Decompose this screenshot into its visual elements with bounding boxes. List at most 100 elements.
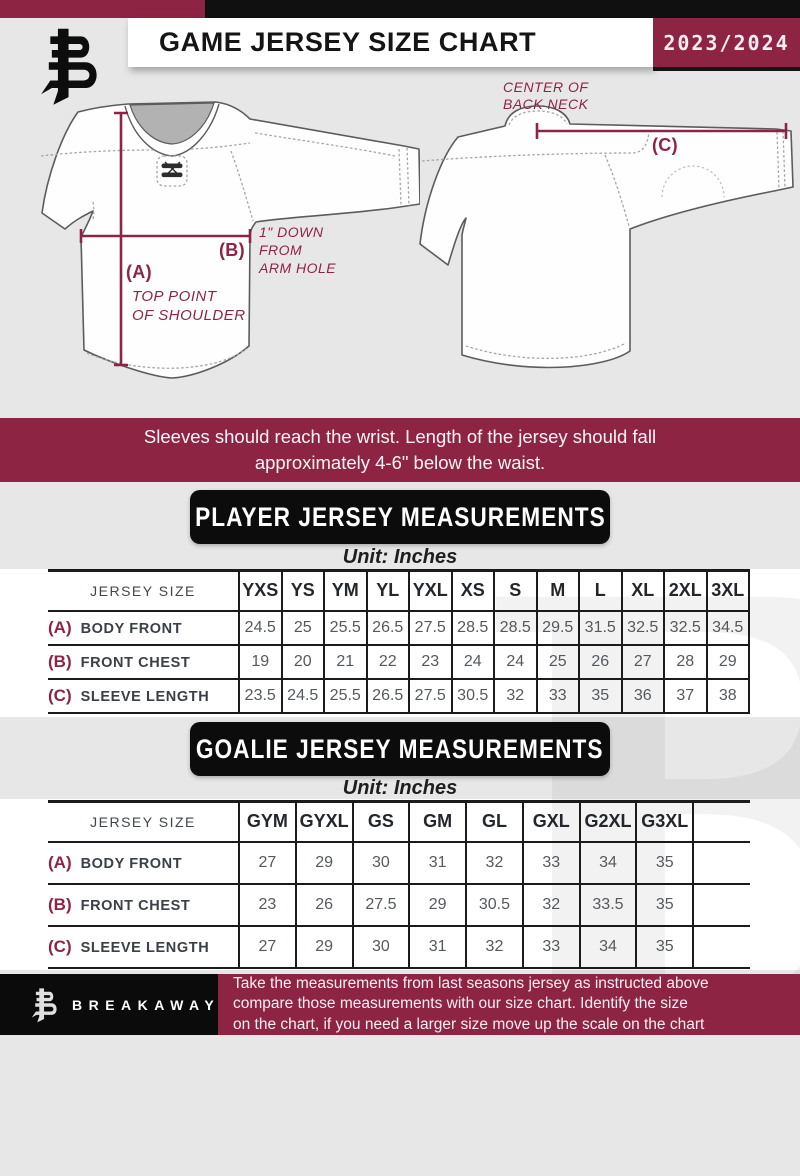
page-title: GAME JERSEY SIZE CHART (159, 27, 537, 57)
footer-brand-name: BREAKAWAY (72, 996, 221, 1013)
measurement-cell: 34.5 (705, 610, 750, 645)
measurement-cell: 35 (635, 925, 694, 968)
title-bar: GAME JERSEY SIZE CHART (128, 18, 653, 67)
row-label: (A) BODY FRONT (48, 611, 239, 645)
measurement-cell: 24.5 (280, 678, 324, 713)
text-line: 1" DOWN (259, 224, 324, 240)
measurement-a-label: (A) (126, 262, 152, 282)
size-column-header: 3XL (705, 570, 750, 611)
season-label: 2023/2024 (663, 30, 790, 55)
footer-instructions: Take the measurements from last seasons … (218, 974, 800, 1035)
measurement-cell: 35 (635, 883, 694, 926)
size-column-header: G3XL (635, 801, 694, 842)
measure-label: FRONT CHEST (80, 654, 191, 671)
measure-letter: (B) (48, 894, 72, 914)
measurement-cell: 27.5 (408, 678, 452, 713)
measurement-cell: 25.5 (323, 678, 367, 713)
goalie-title-text: GOALIE JERSEY MEASUREMENTS (196, 733, 604, 764)
measurement-cell: 28.5 (493, 610, 537, 645)
empty-cell (692, 841, 750, 884)
measurement-cell: 24.5 (238, 610, 282, 645)
measurement-cell: 36 (620, 678, 664, 713)
measurement-cell: 27.5 (408, 610, 452, 645)
measurement-cell: 35 (635, 841, 694, 884)
measurement-cell: 33 (521, 841, 580, 884)
size-column-header: YL (365, 570, 409, 611)
measurement-cell: 32 (493, 678, 537, 713)
measurement-cell: 31 (408, 841, 467, 884)
measurement-cell: 22 (365, 644, 409, 679)
text-line: Take the measurements from last seasons … (233, 974, 709, 992)
measure-letter: (A) (48, 852, 72, 872)
measurement-cell: 19 (238, 644, 282, 679)
size-header-row: JERSEY SIZE YXS YS YM YL YXL XS S M L XL 2XL 3XL (48, 570, 750, 611)
row-label: (B) FRONT CHEST (48, 645, 239, 679)
footer: BREAKAWAY Take the measurements from las… (0, 974, 800, 1035)
measurement-cell: 25 (535, 644, 579, 679)
measurement-row: (B) FRONT CHEST 23 26 27.5 29 30.5 32 33.5 35 (48, 883, 750, 926)
measurement-row: (B) FRONT CHEST 19 20 21 22 23 24 24 25 26 27 28 29 (48, 644, 750, 679)
footer-breakaway-logo (25, 986, 59, 1024)
measurement-cell: 33 (521, 925, 580, 968)
measurement-cell: 21 (323, 644, 367, 679)
empty-cell (692, 925, 750, 968)
size-column-header: YXS (238, 570, 282, 611)
measurement-cell: 27 (238, 925, 296, 968)
size-column-header: GM (408, 801, 467, 842)
size-header-row: JERSEY SIZE GYM GYXL GS GM GL GXL G2XL G3XL (48, 801, 750, 842)
measurement-cell: 31.5 (578, 610, 622, 645)
empty-cell (692, 883, 750, 926)
measure-label: SLEEVE LENGTH (80, 688, 210, 705)
row-label: (C) SLEEVE LENGTH (48, 926, 239, 968)
measurement-cell: 34 (578, 841, 637, 884)
center-back-neck-note: CENTER OF BACK NECK (503, 79, 588, 113)
row-label: (C) SLEEVE LENGTH (48, 679, 239, 713)
size-column-header: S (493, 570, 537, 611)
measurement-cell: 29 (408, 883, 467, 926)
measurement-cell: 27 (620, 644, 664, 679)
top-accent-strip-maroon (0, 0, 205, 18)
measurement-cell: 32 (465, 925, 523, 968)
breakaway-logo (26, 24, 102, 108)
row-label: (A) BODY FRONT (48, 842, 239, 884)
measurement-cell: 32.5 (620, 610, 664, 645)
jersey-size-header: JERSEY SIZE (90, 813, 196, 830)
size-column-header: G2XL (578, 801, 637, 842)
measure-letter: (C) (48, 936, 72, 956)
text-line: on the chart, if you need a larger size … (233, 1015, 705, 1033)
shoulder-note: TOP POINT OF SHOULDER (132, 287, 246, 325)
text-line: Sleeves should reach the wrist. Length o… (143, 426, 657, 447)
measurement-cell: 33.5 (578, 883, 637, 926)
measurement-cell: 30 (351, 925, 410, 968)
player-measurements-title: PLAYER JERSEY MEASUREMENTS (190, 490, 610, 544)
measurement-cell: 23.5 (238, 678, 282, 713)
text-line: FROM (259, 242, 303, 258)
size-column-header: GYM (238, 801, 296, 842)
measurement-cell: 38 (705, 678, 750, 713)
measure-label: FRONT CHEST (80, 897, 191, 914)
measurement-c-label: (C) (652, 135, 678, 155)
size-column-header: GS (351, 801, 410, 842)
arm-hole-note: 1" DOWN FROM ARM HOLE (259, 223, 336, 277)
measurement-cell: 29 (294, 925, 353, 968)
measurement-cell: 25.5 (323, 610, 367, 645)
size-column-header: M (535, 570, 579, 611)
measurement-cell: 33 (535, 678, 579, 713)
text-line: TOP POINT (132, 288, 217, 305)
measurement-cell: 30.5 (450, 678, 494, 713)
size-column-header: XS (450, 570, 494, 611)
front-jersey-illustration (40, 101, 420, 379)
size-column-header: YM (323, 570, 367, 611)
goalie-size-table: JERSEY SIZE GYM GYXL GS GM GL GXL G2XL G3XL (A) BO… (48, 800, 750, 969)
measurement-row: (A) BODY FRONT 27 29 30 31 32 33 34 35 (48, 841, 750, 884)
back-jersey-illustration (419, 105, 794, 369)
measurement-cell: 31 (408, 925, 467, 968)
row-label: (B) FRONT CHEST (48, 884, 239, 926)
size-column-header: GYXL (294, 801, 353, 842)
measurement-cell: 27 (238, 841, 296, 884)
text-line: approximately 4-6" below the waist. (254, 452, 546, 473)
measure-label: BODY FRONT (80, 855, 183, 872)
measurement-row: (C) SLEEVE LENGTH 27 29 30 31 32 33 34 35 (48, 925, 750, 968)
size-column-header: XL (620, 570, 664, 611)
size-column-header: L (578, 570, 622, 611)
